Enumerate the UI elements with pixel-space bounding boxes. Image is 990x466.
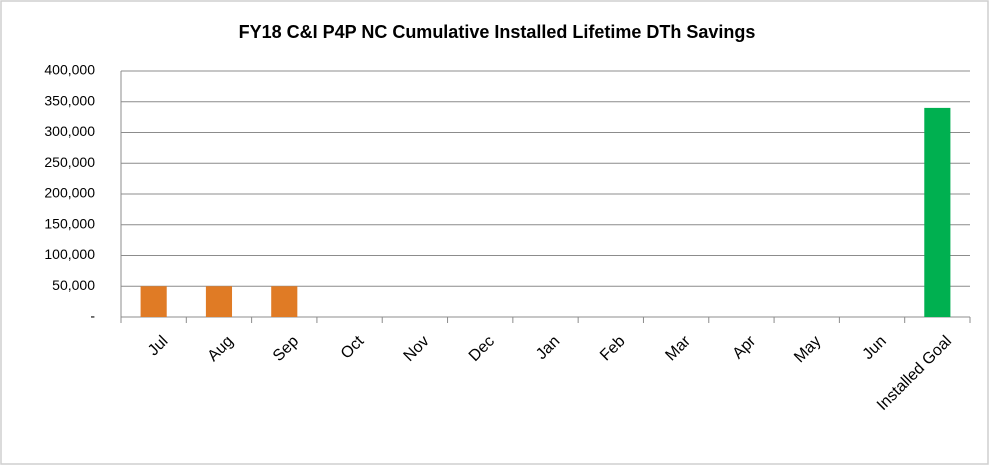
bar	[924, 107, 951, 318]
bar	[140, 286, 167, 317]
y-tick-label: 200,000	[44, 185, 95, 201]
y-tick-label: 400,000	[44, 62, 95, 78]
bar	[271, 286, 298, 317]
y-tick-label: 250,000	[44, 154, 95, 170]
y-tick-label: -	[90, 308, 95, 324]
y-tick-label: 150,000	[44, 215, 95, 231]
y-tick-label: 350,000	[44, 92, 95, 108]
y-tick-label: 50,000	[52, 277, 95, 293]
bar	[205, 286, 233, 317]
y-tick-label: 300,000	[44, 123, 95, 139]
chart-title: FY18 C&I P4P NC Cumulative Installed Lif…	[239, 22, 756, 42]
y-tick-label: 100,000	[44, 246, 95, 262]
